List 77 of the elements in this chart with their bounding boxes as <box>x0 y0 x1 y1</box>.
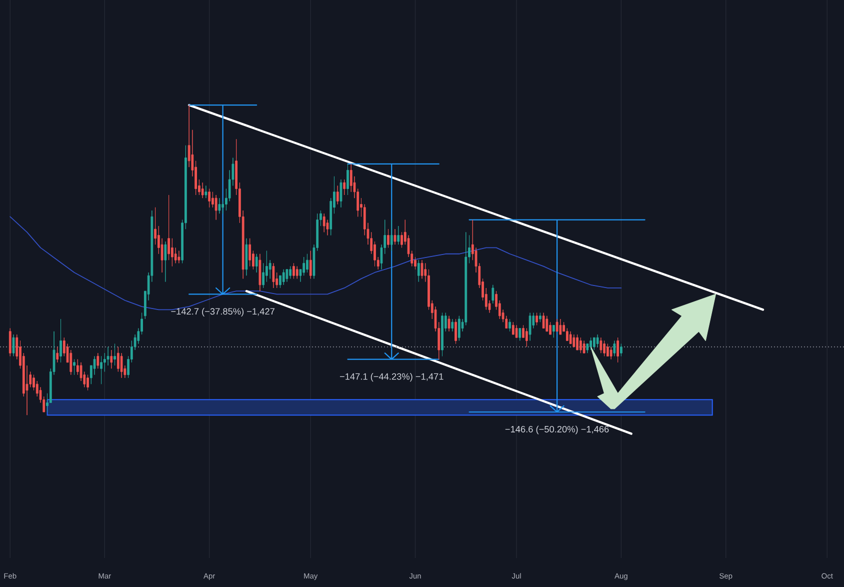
candlestick <box>579 337 582 354</box>
annotation: −142.7 (−37.85%) −1,427 <box>171 308 274 316</box>
candlestick <box>448 316 450 332</box>
candlestick <box>620 344 622 356</box>
candlestick <box>397 226 400 245</box>
candlestick <box>582 340 586 354</box>
candlestick <box>569 331 572 344</box>
candlestick <box>420 260 424 279</box>
candlestick <box>451 318 454 332</box>
candlestick <box>546 316 548 332</box>
candlestick <box>600 337 602 354</box>
candlestick <box>86 374 89 391</box>
candlestick <box>73 359 76 376</box>
candlestick <box>343 179 346 196</box>
candlestick <box>590 337 592 350</box>
candlestick <box>616 337 620 363</box>
candlestick <box>542 312 545 329</box>
candlestick <box>518 328 522 341</box>
candlestick <box>390 220 393 252</box>
candlestick <box>592 337 596 350</box>
candlestick <box>96 352 100 369</box>
candlestick <box>596 334 599 348</box>
candlestick <box>56 346 59 363</box>
candlestick <box>492 284 494 304</box>
candlestick <box>110 350 113 369</box>
candlestick <box>204 185 208 198</box>
candlestick <box>556 318 558 332</box>
candlestick <box>525 328 528 348</box>
candlestick <box>114 344 116 366</box>
candlestick <box>272 262 275 288</box>
candlestick <box>536 312 538 326</box>
candlestick <box>528 312 532 341</box>
candlestick <box>394 228 396 245</box>
annotation: −146.6 (−50.20%) −1,466 <box>505 426 609 434</box>
candlestick <box>559 318 562 335</box>
candlestick <box>8 328 12 356</box>
candlestick <box>258 254 262 292</box>
candlestick <box>572 334 576 348</box>
candlestick <box>282 269 285 286</box>
candlestick <box>387 228 390 248</box>
candlestick <box>613 340 616 356</box>
candlestick <box>610 346 612 360</box>
candlestick <box>309 250 312 279</box>
candlestick <box>552 324 555 338</box>
candlestick <box>441 312 444 356</box>
candlestick <box>245 238 248 276</box>
candlestick <box>306 254 308 273</box>
candlestick <box>340 179 342 208</box>
candlestick <box>346 164 349 196</box>
candlestick <box>417 260 420 282</box>
candlestick <box>576 334 578 350</box>
candlestick <box>178 250 180 264</box>
annotation: −147.1 (−44.23%) −1,471 <box>340 373 444 382</box>
candlestick <box>296 266 298 279</box>
candlestick <box>289 266 292 279</box>
candlestick <box>515 324 518 338</box>
candlestick <box>512 322 514 335</box>
candlestick <box>255 254 258 273</box>
candlestick <box>603 340 606 356</box>
candlestick <box>100 356 102 384</box>
candlestick <box>164 241 167 282</box>
candlestick <box>336 185 339 205</box>
candlestick <box>218 198 221 214</box>
candlestick <box>606 344 609 356</box>
candlestick <box>286 269 288 282</box>
candlestick <box>508 318 511 332</box>
candlestick <box>458 316 460 341</box>
candlestick <box>201 182 204 198</box>
candlestick <box>454 318 457 344</box>
candlestick <box>60 318 62 363</box>
candlestick <box>214 194 218 220</box>
candlestick <box>292 262 295 279</box>
candlestick <box>322 213 326 232</box>
candlestick <box>208 188 211 208</box>
candlestick <box>248 238 252 267</box>
candlestick <box>538 312 542 322</box>
candlestick <box>12 334 15 356</box>
